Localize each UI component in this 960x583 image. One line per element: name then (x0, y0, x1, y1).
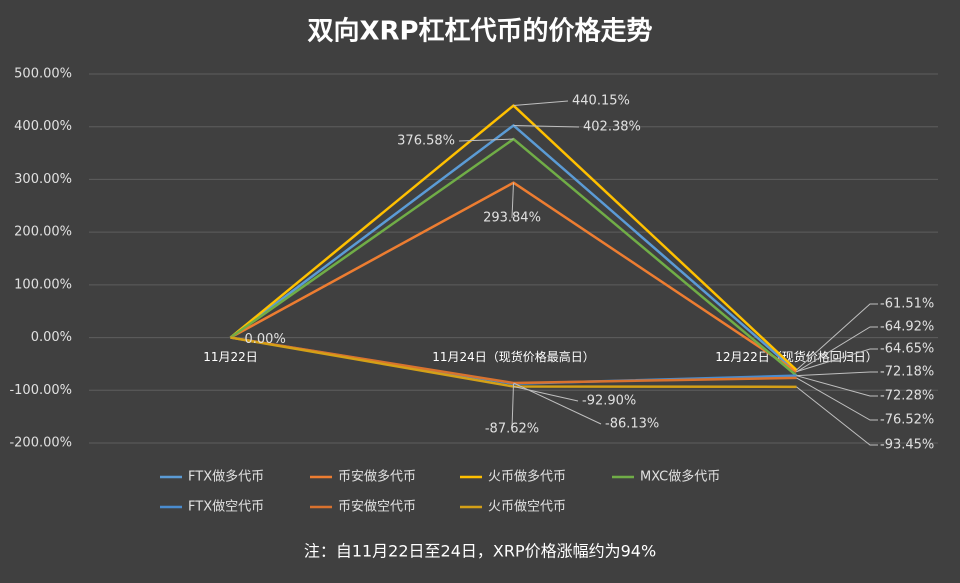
x-tick-label: 11月22日 (203, 350, 258, 364)
x-tick-label: 12月22日（现货价格回归日） (715, 349, 878, 364)
chart-title: 双向XRP杠杠代币的价格走势 (307, 16, 652, 47)
leader-line (511, 182, 514, 219)
leader-line (513, 386, 579, 402)
y-tick-label: 300.00% (14, 172, 72, 187)
y-tick-label: 0.00% (31, 330, 72, 345)
leader-line (796, 303, 878, 371)
legend-label: FTX做空代币 (188, 500, 264, 515)
data-label: -86.13% (605, 417, 659, 432)
data-label: -64.65% (880, 342, 934, 357)
legend-label: MXC做多代币 (640, 469, 720, 485)
legend-label: 币安做空代币 (338, 500, 416, 515)
leader-line (796, 386, 878, 446)
leader-line (513, 100, 569, 107)
data-label: 402.38% (583, 120, 641, 135)
data-label: 376.58% (397, 134, 455, 149)
leader-line (796, 377, 878, 421)
x-tick-label: 11月24日（现货价格最高日） (432, 349, 595, 364)
leader-line (513, 124, 580, 128)
leader-line (796, 375, 878, 397)
data-label: -61.51% (880, 297, 934, 312)
data-label: -76.52% (880, 413, 934, 428)
leader-line (511, 383, 514, 430)
data-label: 293.84% (483, 211, 541, 226)
y-tick-label: 500.00% (14, 67, 72, 82)
y-tick-label: -100.00% (9, 383, 72, 398)
data-label: -87.62% (485, 422, 539, 437)
data-label: -92.90% (582, 394, 636, 409)
data-label: -72.18% (880, 365, 934, 380)
legend-label: 火币做空代币 (488, 500, 566, 515)
y-tick-label: -200.00% (9, 436, 72, 451)
legend-label: FTX做多代币 (188, 469, 264, 485)
leader-line (796, 326, 878, 373)
footnote: 注：自11月22日至24日，XRP价格涨幅约为94% (304, 542, 656, 561)
leader-line (796, 371, 878, 377)
data-label: 0.00% (245, 332, 286, 347)
legend-label: 币安做多代币 (338, 469, 416, 485)
legend-label: 火币做多代币 (488, 469, 566, 485)
data-label: -72.28% (880, 389, 934, 404)
y-tick-label: 100.00% (14, 277, 72, 292)
data-label: -64.92% (880, 320, 934, 335)
leader-line (796, 348, 878, 373)
data-label: 440.15% (572, 94, 630, 109)
y-tick-label: 400.00% (14, 119, 72, 134)
data-label: -93.45% (880, 438, 934, 453)
leader-line (458, 138, 514, 142)
y-tick-label: 200.00% (14, 225, 72, 240)
